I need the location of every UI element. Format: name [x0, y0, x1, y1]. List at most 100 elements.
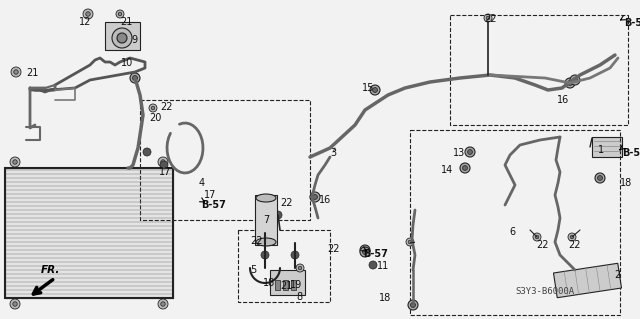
Circle shape — [467, 150, 472, 154]
Circle shape — [13, 70, 19, 74]
Text: 22: 22 — [160, 102, 173, 112]
Circle shape — [568, 80, 573, 85]
Circle shape — [362, 248, 367, 253]
Circle shape — [570, 235, 574, 239]
Circle shape — [298, 266, 302, 270]
Circle shape — [117, 33, 127, 43]
Text: 22: 22 — [568, 240, 580, 250]
Text: 17: 17 — [204, 190, 216, 200]
Circle shape — [570, 75, 580, 85]
Text: 19: 19 — [290, 280, 302, 290]
Circle shape — [130, 73, 140, 83]
Circle shape — [463, 166, 467, 170]
Circle shape — [565, 78, 575, 88]
Circle shape — [533, 233, 541, 241]
Text: 11: 11 — [377, 261, 389, 271]
Text: 18: 18 — [379, 293, 391, 303]
Text: 16: 16 — [319, 195, 332, 205]
Text: 21: 21 — [280, 281, 292, 291]
Ellipse shape — [256, 238, 276, 246]
Text: 2: 2 — [614, 270, 620, 280]
Text: 5: 5 — [250, 265, 256, 275]
Text: 15: 15 — [362, 83, 374, 93]
Circle shape — [486, 16, 490, 20]
Text: 8: 8 — [296, 292, 302, 302]
Circle shape — [535, 235, 539, 239]
Bar — [140, 100, 310, 220]
Text: B-59: B-59 — [624, 18, 640, 28]
Circle shape — [410, 302, 415, 308]
Circle shape — [362, 249, 367, 255]
Circle shape — [595, 173, 605, 183]
Bar — [592, 137, 622, 157]
Text: 14: 14 — [441, 165, 453, 175]
Circle shape — [598, 175, 602, 181]
Circle shape — [484, 14, 492, 22]
Text: 21: 21 — [26, 68, 38, 78]
Text: 18: 18 — [620, 178, 632, 188]
Bar — [450, 15, 628, 125]
Circle shape — [112, 28, 132, 48]
Ellipse shape — [256, 194, 276, 202]
Circle shape — [158, 157, 168, 167]
Text: 13: 13 — [453, 148, 465, 158]
Circle shape — [372, 87, 378, 93]
Text: 22: 22 — [280, 198, 292, 208]
Circle shape — [408, 300, 418, 310]
Text: 22: 22 — [484, 14, 497, 24]
Circle shape — [83, 9, 93, 19]
Bar — [5, 168, 173, 298]
Bar — [255, 195, 277, 245]
Text: 3: 3 — [330, 148, 336, 158]
Text: B-59: B-59 — [622, 148, 640, 158]
Bar — [270, 270, 305, 295]
Text: 16: 16 — [557, 95, 569, 105]
Circle shape — [312, 195, 317, 199]
Bar — [105, 22, 140, 50]
Circle shape — [291, 251, 299, 259]
Circle shape — [408, 240, 412, 244]
Text: 6: 6 — [509, 227, 515, 237]
Circle shape — [13, 160, 17, 164]
Circle shape — [465, 147, 475, 157]
Text: 18: 18 — [263, 278, 275, 288]
Bar — [5, 168, 173, 298]
Text: 20: 20 — [149, 113, 161, 123]
Circle shape — [132, 76, 138, 80]
Circle shape — [151, 106, 155, 110]
Text: B-57: B-57 — [363, 249, 388, 259]
Text: 21: 21 — [120, 17, 132, 27]
Circle shape — [149, 104, 157, 112]
Text: 10: 10 — [121, 58, 133, 68]
Circle shape — [296, 264, 304, 272]
Circle shape — [13, 302, 17, 306]
Text: 12: 12 — [79, 17, 92, 27]
Circle shape — [274, 211, 282, 219]
Circle shape — [406, 238, 414, 246]
Circle shape — [161, 302, 165, 306]
Text: 7: 7 — [263, 215, 269, 225]
Circle shape — [573, 78, 577, 83]
Text: 22: 22 — [250, 236, 262, 246]
Text: FR.: FR. — [40, 265, 60, 275]
Text: 4: 4 — [199, 178, 205, 188]
Circle shape — [158, 299, 168, 309]
Circle shape — [10, 299, 20, 309]
Circle shape — [369, 261, 377, 269]
Text: 22: 22 — [536, 240, 548, 250]
Circle shape — [161, 160, 165, 164]
Circle shape — [261, 251, 269, 259]
Text: B-57: B-57 — [201, 200, 226, 210]
Text: S3Y3-B6000A: S3Y3-B6000A — [515, 287, 575, 296]
Circle shape — [10, 157, 20, 167]
Bar — [238, 230, 330, 302]
Bar — [283, 280, 288, 290]
Bar — [291, 280, 296, 290]
Text: 1: 1 — [598, 145, 604, 155]
Circle shape — [11, 67, 21, 77]
Circle shape — [143, 148, 151, 156]
Circle shape — [118, 12, 122, 16]
Circle shape — [568, 233, 576, 241]
Circle shape — [360, 247, 370, 257]
Bar — [410, 130, 620, 315]
